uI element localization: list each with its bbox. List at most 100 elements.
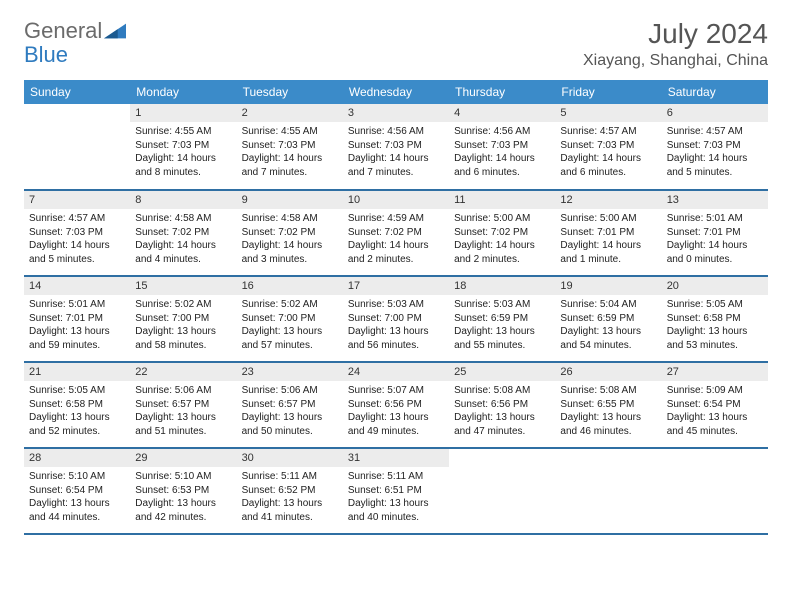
calendar-week-row: 28Sunrise: 5:10 AMSunset: 6:54 PMDayligh… — [24, 448, 768, 534]
day-details: Sunrise: 5:06 AMSunset: 6:57 PMDaylight:… — [237, 381, 343, 442]
sunset-text: Sunset: 6:56 PM — [454, 398, 550, 412]
calendar-day-cell: 30Sunrise: 5:11 AMSunset: 6:52 PMDayligh… — [237, 448, 343, 534]
calendar-body: 1Sunrise: 4:55 AMSunset: 7:03 PMDaylight… — [24, 104, 768, 534]
day-number: 21 — [24, 363, 130, 381]
day-details: Sunrise: 5:10 AMSunset: 6:53 PMDaylight:… — [130, 467, 236, 528]
sunrise-text: Sunrise: 4:55 AM — [135, 125, 231, 139]
sunrise-text: Sunrise: 4:57 AM — [667, 125, 763, 139]
sunrise-text: Sunrise: 5:08 AM — [560, 384, 656, 398]
daylight-text: Daylight: 13 hours and 47 minutes. — [454, 411, 550, 438]
sunset-text: Sunset: 6:58 PM — [667, 312, 763, 326]
sunset-text: Sunset: 7:01 PM — [560, 226, 656, 240]
weekday-header: Saturday — [662, 80, 768, 104]
calendar-day-cell: 16Sunrise: 5:02 AMSunset: 7:00 PMDayligh… — [237, 276, 343, 362]
triangle-icon — [104, 23, 126, 39]
day-details: Sunrise: 4:57 AMSunset: 7:03 PMDaylight:… — [555, 122, 661, 183]
daylight-text: Daylight: 13 hours and 53 minutes. — [667, 325, 763, 352]
day-number: 14 — [24, 277, 130, 295]
day-details: Sunrise: 5:11 AMSunset: 6:51 PMDaylight:… — [343, 467, 449, 528]
day-details: Sunrise: 5:08 AMSunset: 6:56 PMDaylight:… — [449, 381, 555, 442]
day-number: 31 — [343, 449, 449, 467]
daylight-text: Daylight: 14 hours and 7 minutes. — [242, 152, 338, 179]
day-details: Sunrise: 4:58 AMSunset: 7:02 PMDaylight:… — [237, 209, 343, 270]
day-details: Sunrise: 4:58 AMSunset: 7:02 PMDaylight:… — [130, 209, 236, 270]
weekday-header: Wednesday — [343, 80, 449, 104]
daylight-text: Daylight: 14 hours and 0 minutes. — [667, 239, 763, 266]
day-number: 20 — [662, 277, 768, 295]
daylight-text: Daylight: 13 hours and 50 minutes. — [242, 411, 338, 438]
sunset-text: Sunset: 6:56 PM — [348, 398, 444, 412]
daylight-text: Daylight: 14 hours and 7 minutes. — [348, 152, 444, 179]
sunset-text: Sunset: 7:02 PM — [135, 226, 231, 240]
sunrise-text: Sunrise: 4:55 AM — [242, 125, 338, 139]
sunrise-text: Sunrise: 5:00 AM — [560, 212, 656, 226]
sunset-text: Sunset: 6:53 PM — [135, 484, 231, 498]
sunset-text: Sunset: 7:00 PM — [348, 312, 444, 326]
calendar-day-cell: 23Sunrise: 5:06 AMSunset: 6:57 PMDayligh… — [237, 362, 343, 448]
calendar-header-row: SundayMondayTuesdayWednesdayThursdayFrid… — [24, 80, 768, 104]
day-details: Sunrise: 5:03 AMSunset: 7:00 PMDaylight:… — [343, 295, 449, 356]
daylight-text: Daylight: 13 hours and 51 minutes. — [135, 411, 231, 438]
month-title: July 2024 — [583, 18, 768, 50]
sunset-text: Sunset: 6:52 PM — [242, 484, 338, 498]
daylight-text: Daylight: 13 hours and 56 minutes. — [348, 325, 444, 352]
calendar-day-cell — [555, 448, 661, 534]
daylight-text: Daylight: 13 hours and 54 minutes. — [560, 325, 656, 352]
day-details: Sunrise: 5:09 AMSunset: 6:54 PMDaylight:… — [662, 381, 768, 442]
sunset-text: Sunset: 6:58 PM — [29, 398, 125, 412]
calendar-day-cell: 17Sunrise: 5:03 AMSunset: 7:00 PMDayligh… — [343, 276, 449, 362]
day-details: Sunrise: 4:57 AMSunset: 7:03 PMDaylight:… — [662, 122, 768, 183]
daylight-text: Daylight: 13 hours and 57 minutes. — [242, 325, 338, 352]
calendar-day-cell: 12 Sunrise: 5:00 AMSunset: 7:01 PMDayligh… — [555, 190, 661, 276]
sunset-text: Sunset: 7:03 PM — [242, 139, 338, 153]
sunrise-text: Sunrise: 5:03 AM — [454, 298, 550, 312]
sunrise-text: Sunrise: 5:08 AM — [454, 384, 550, 398]
daylight-text: Daylight: 14 hours and 1 minute. — [560, 239, 656, 266]
sunrise-text: Sunrise: 5:11 AM — [242, 470, 338, 484]
sunset-text: Sunset: 7:03 PM — [454, 139, 550, 153]
sunrise-text: Sunrise: 5:10 AM — [29, 470, 125, 484]
day-number: 12 — [555, 191, 661, 209]
calendar-day-cell: 8Sunrise: 4:58 AMSunset: 7:02 PMDaylight… — [130, 190, 236, 276]
daylight-text: Daylight: 14 hours and 4 minutes. — [135, 239, 231, 266]
daylight-text: Daylight: 13 hours and 45 minutes. — [667, 411, 763, 438]
daylight-text: Daylight: 13 hours and 46 minutes. — [560, 411, 656, 438]
sunrise-text: Sunrise: 5:00 AM — [454, 212, 550, 226]
sunrise-text: Sunrise: 5:05 AM — [29, 384, 125, 398]
day-details: Sunrise: 4:55 AMSunset: 7:03 PMDaylight:… — [237, 122, 343, 183]
sunset-text: Sunset: 6:59 PM — [454, 312, 550, 326]
day-number: 17 — [343, 277, 449, 295]
calendar-day-cell: 9Sunrise: 4:58 AMSunset: 7:02 PMDaylight… — [237, 190, 343, 276]
day-number: 16 — [237, 277, 343, 295]
sunrise-text: Sunrise: 4:59 AM — [348, 212, 444, 226]
calendar-day-cell: 18Sunrise: 5:03 AMSunset: 6:59 PMDayligh… — [449, 276, 555, 362]
sunset-text: Sunset: 6:55 PM — [560, 398, 656, 412]
sunset-text: Sunset: 7:01 PM — [29, 312, 125, 326]
day-number: 13 — [662, 191, 768, 209]
day-details: Sunrise: 5:02 AMSunset: 7:00 PMDaylight:… — [237, 295, 343, 356]
day-details: Sunrise: 5:05 AMSunset: 6:58 PMDaylight:… — [24, 381, 130, 442]
daylight-text: Daylight: 13 hours and 44 minutes. — [29, 497, 125, 524]
day-details: Sunrise: 4:57 AMSunset: 7:03 PMDaylight:… — [24, 209, 130, 270]
calendar-day-cell: 20Sunrise: 5:05 AMSunset: 6:58 PMDayligh… — [662, 276, 768, 362]
daylight-text: Daylight: 13 hours and 41 minutes. — [242, 497, 338, 524]
day-number: 19 — [555, 277, 661, 295]
sunrise-text: Sunrise: 5:01 AM — [29, 298, 125, 312]
day-number: 22 — [130, 363, 236, 381]
day-details: Sunrise: 4:56 AMSunset: 7:03 PMDaylight:… — [343, 122, 449, 183]
day-number: 25 — [449, 363, 555, 381]
sunset-text: Sunset: 7:00 PM — [135, 312, 231, 326]
sunrise-text: Sunrise: 5:01 AM — [667, 212, 763, 226]
day-number: 1 — [130, 104, 236, 122]
day-number: 3 — [343, 104, 449, 122]
sunrise-text: Sunrise: 5:04 AM — [560, 298, 656, 312]
day-details: Sunrise: 5:02 AMSunset: 7:00 PMDaylight:… — [130, 295, 236, 356]
daylight-text: Daylight: 13 hours and 40 minutes. — [348, 497, 444, 524]
sunset-text: Sunset: 6:54 PM — [667, 398, 763, 412]
day-number: 15 — [130, 277, 236, 295]
calendar-day-cell: 22Sunrise: 5:06 AMSunset: 6:57 PMDayligh… — [130, 362, 236, 448]
day-details: Sunrise: 4:55 AMSunset: 7:03 PMDaylight:… — [130, 122, 236, 183]
day-number: 9 — [237, 191, 343, 209]
sunset-text: Sunset: 6:59 PM — [560, 312, 656, 326]
daylight-text: Daylight: 13 hours and 49 minutes. — [348, 411, 444, 438]
